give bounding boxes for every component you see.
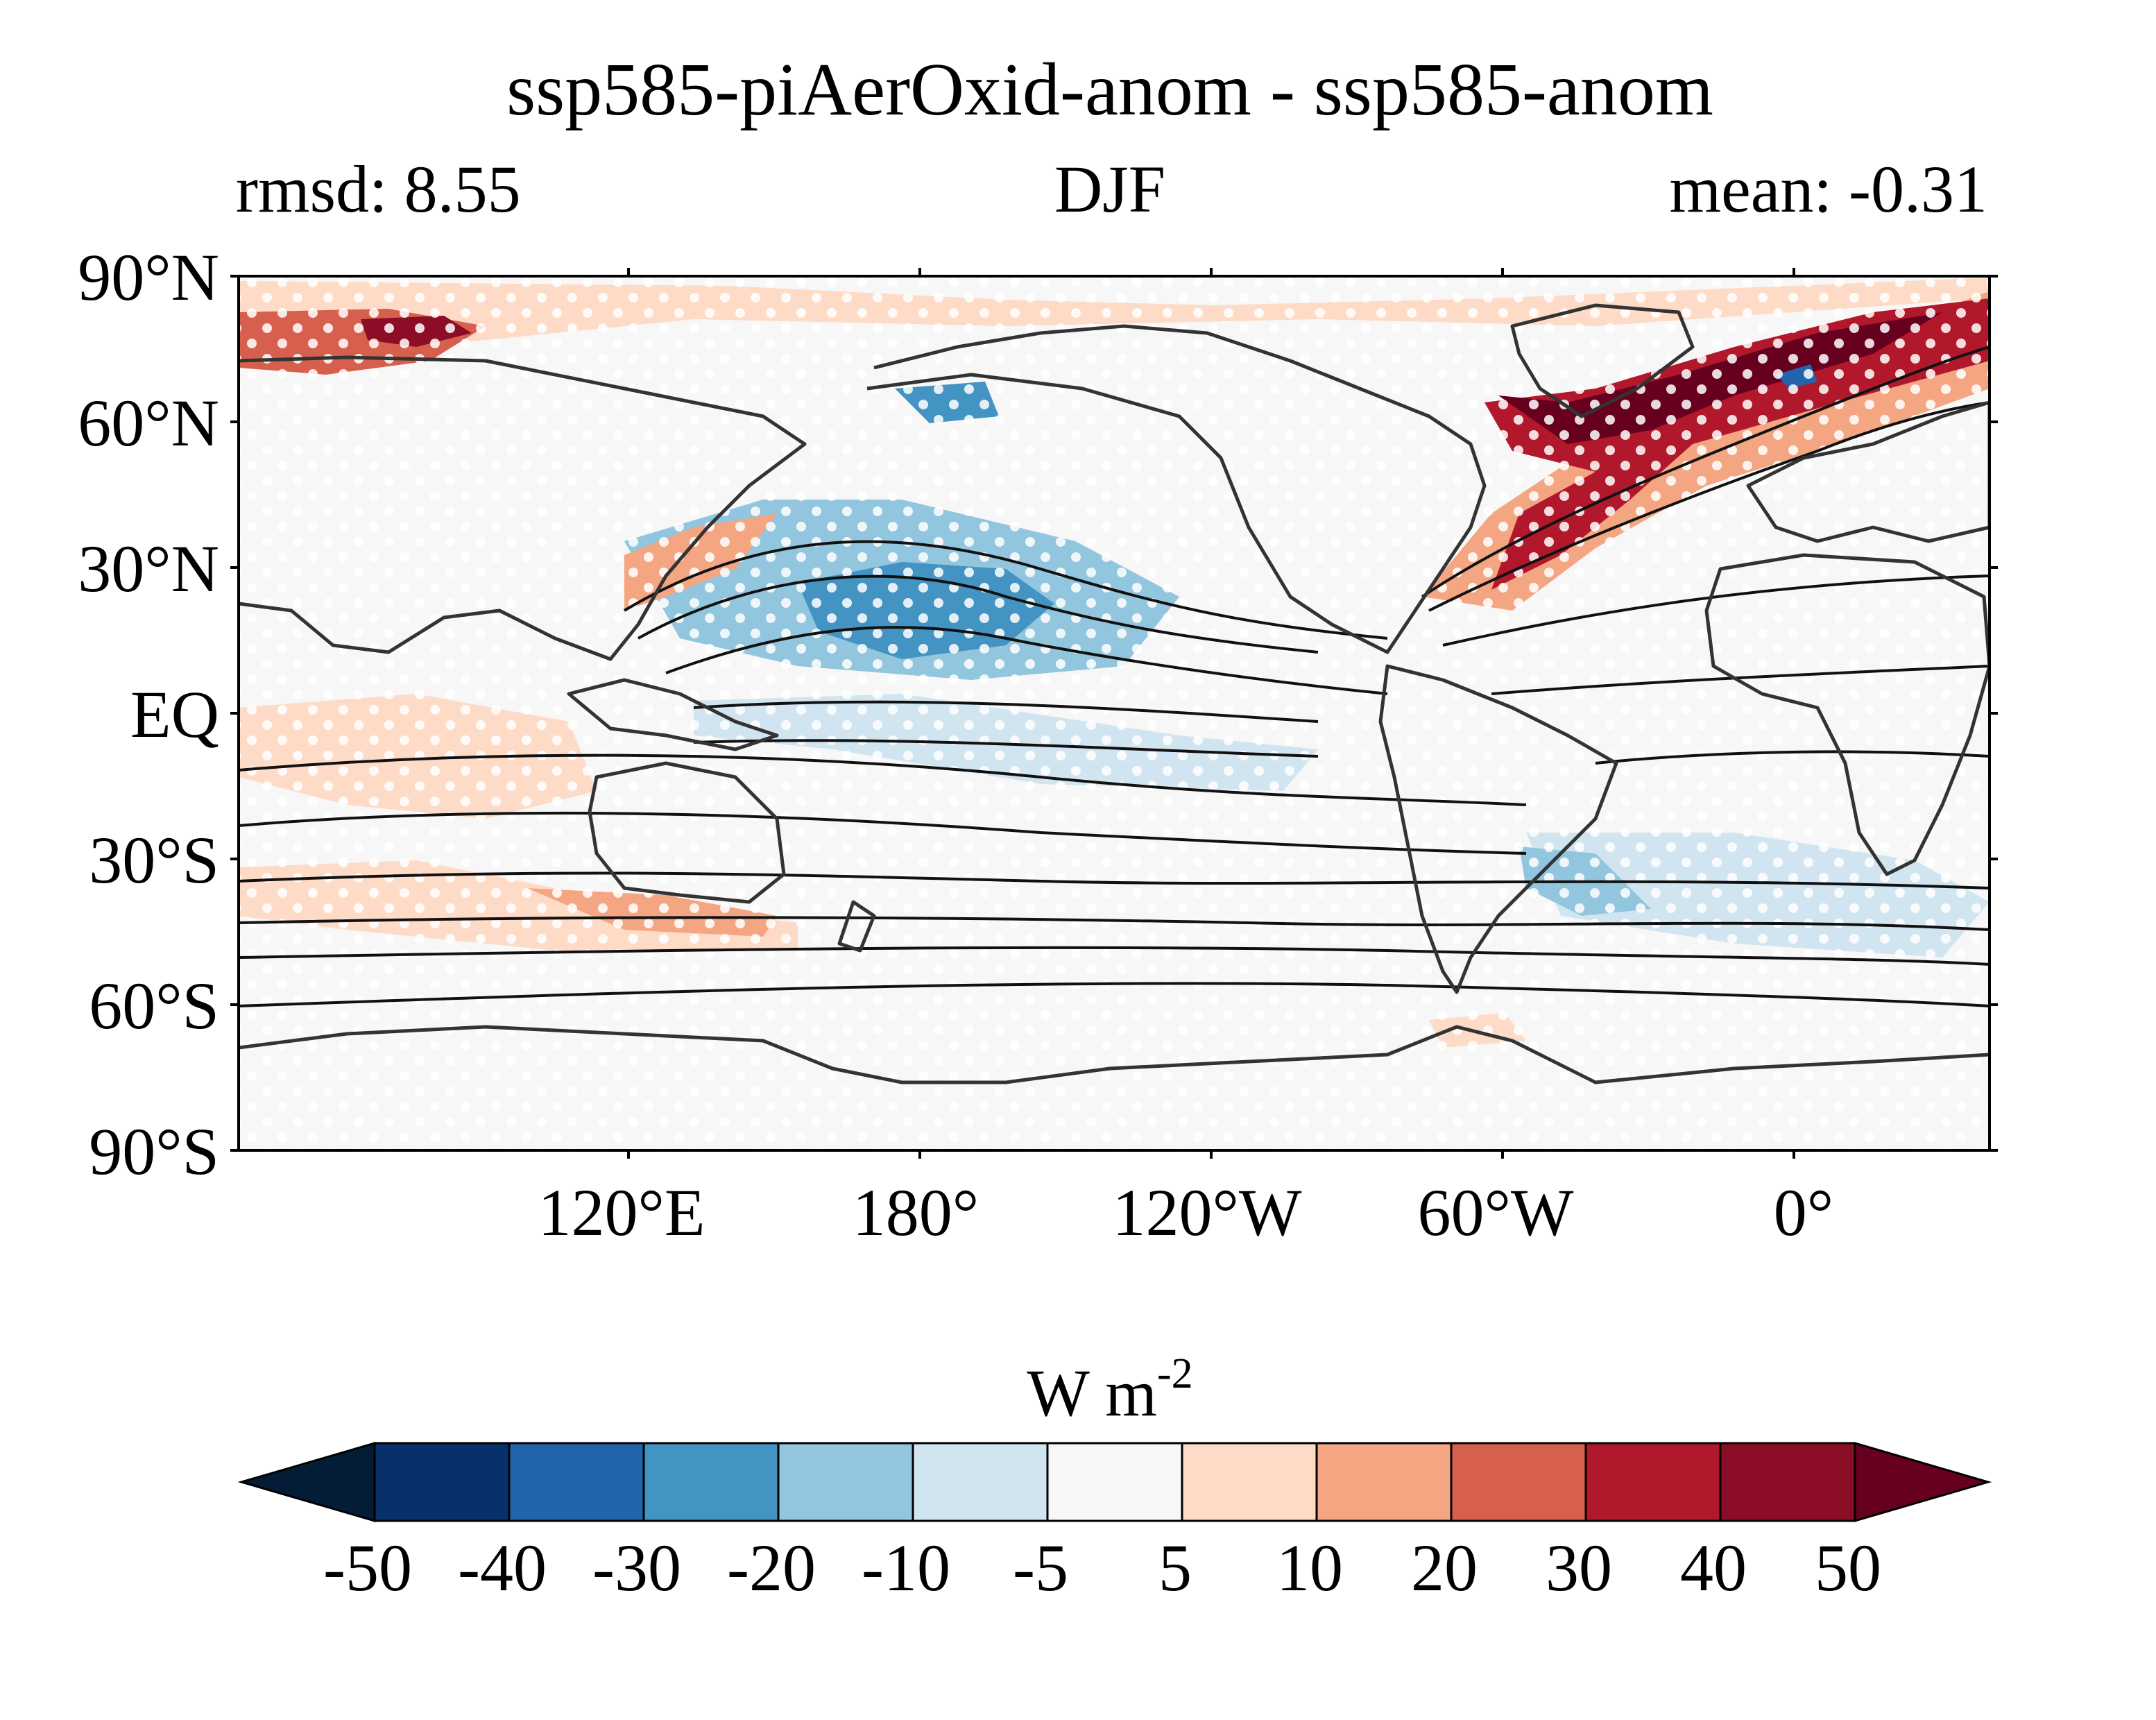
coast-asia — [239, 355, 807, 661]
colorbar-label-base: W m — [1027, 1356, 1157, 1430]
lon-label: 180° — [853, 1175, 979, 1250]
coast-south-america — [1378, 664, 1618, 994]
lat-label: 90°S — [89, 1114, 219, 1189]
coast-maritime — [567, 678, 779, 751]
season-label: DJF — [1054, 152, 1165, 226]
colorbar-tick-labels: -50 -40 -30 -20 -10 -5 5 10 20 30 40 50 — [323, 1531, 1881, 1605]
lat-label: EQ — [130, 677, 219, 751]
coast-australia — [588, 761, 786, 904]
coastlines — [239, 303, 1990, 1084]
lat-label: 60°S — [89, 969, 219, 1043]
colorbar-segment — [1584, 1442, 1722, 1522]
colorbar-segment — [1719, 1442, 1856, 1522]
plot-title: ssp585-piAerOxid-anom - ssp585-anom — [506, 49, 1713, 131]
colorbar-tick-label: -5 — [1013, 1531, 1068, 1605]
coast-north-america — [866, 324, 1487, 654]
colorbar-extend-over — [1854, 1442, 1992, 1522]
lat-label: 90°N — [78, 240, 219, 314]
coast-greenland — [1510, 303, 1695, 418]
lon-label: 60°W — [1418, 1175, 1574, 1250]
lat-label: 60°N — [78, 386, 219, 460]
colorbar-tick-label: -40 — [458, 1531, 547, 1605]
climatology-contours — [239, 346, 1990, 1007]
rmsd-label: rmsd: 8.55 — [236, 152, 521, 226]
colorbar-extend-under — [237, 1442, 376, 1522]
lat-label: 30°N — [78, 531, 219, 606]
latitude-labels: 90°N 60°N 30°N EQ 30°S 60°S 90°S — [78, 240, 219, 1189]
coast-africa — [1704, 553, 1990, 876]
colorbar-tick-label: -50 — [323, 1531, 412, 1605]
colorbar-tick-label: 50 — [1815, 1531, 1881, 1605]
coast-antarctica — [239, 1025, 1990, 1084]
longitude-labels: 120°E 180° 120°W 60°W 0° — [538, 1175, 1833, 1250]
colorbar-segment — [777, 1442, 914, 1522]
colorbar-segment — [373, 1442, 511, 1522]
lat-label: 30°S — [89, 823, 219, 897]
colorbar-tick-label: 10 — [1276, 1531, 1343, 1605]
lon-label: 120°E — [538, 1175, 705, 1250]
axis-ticks — [230, 268, 1998, 1159]
colorbar-tick-label: 40 — [1680, 1531, 1747, 1605]
stippling — [239, 276, 1990, 1150]
colorbar-segment — [1450, 1442, 1587, 1522]
lon-label: 120°W — [1113, 1175, 1302, 1250]
mean-label: mean: -0.31 — [1669, 152, 1987, 226]
lon-label: 0° — [1774, 1175, 1833, 1250]
colorbar-segment — [1046, 1442, 1183, 1522]
colorbar-tick-label: -10 — [862, 1531, 950, 1605]
colorbar-tick-label: 5 — [1158, 1531, 1192, 1605]
colorbar-tick-label: 20 — [1411, 1531, 1478, 1605]
colorbar-segment — [508, 1442, 645, 1522]
colorbar-label-exponent: -2 — [1157, 1350, 1193, 1397]
colorbar-segment — [1181, 1442, 1318, 1522]
colorbar — [237, 1442, 1992, 1522]
colorbar-tick-label: 30 — [1546, 1531, 1612, 1605]
colorbar-tick-label: -30 — [592, 1531, 681, 1605]
colorbar-label: W m-2 — [1027, 1350, 1192, 1430]
colorbar-tick-label: -20 — [727, 1531, 816, 1605]
coast-europe — [1746, 400, 1990, 543]
coast-new-zealand — [837, 900, 876, 953]
map-panel — [239, 276, 1990, 1150]
colorbar-segment — [642, 1442, 780, 1522]
colorbar-segment — [912, 1442, 1049, 1522]
colorbar-segment — [1315, 1442, 1453, 1522]
